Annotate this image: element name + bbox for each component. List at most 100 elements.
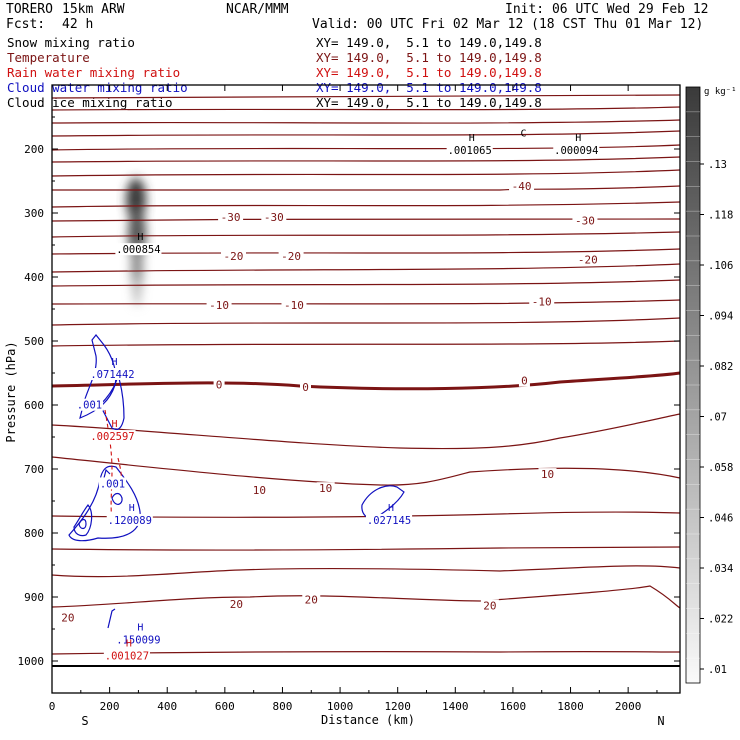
temperature-label: 20 <box>230 598 243 611</box>
extremum-mark: H <box>575 133 581 144</box>
organization: NCAR/MMM <box>226 2 289 17</box>
x-axis: 0 200 400 600 800 1000 1200 1400 1600 1800 2000 <box>49 85 658 713</box>
colorbar-label: .01 <box>708 664 727 676</box>
forecast-label: Fcst: <box>6 17 46 32</box>
y-tick-label: 500 <box>24 335 44 348</box>
colorbar-label: .118 <box>708 210 733 222</box>
colorbar-label: .13 <box>708 159 727 171</box>
extremum-bg <box>553 144 600 156</box>
temperature-label: 10 <box>253 484 266 497</box>
extremum-mark: H <box>388 503 394 514</box>
extremum-bg <box>103 649 150 662</box>
temperature-label: -30 <box>264 211 284 224</box>
extremum-bg <box>446 144 493 156</box>
temp-label-bg <box>281 299 307 312</box>
temperature-label: 20 <box>61 611 74 624</box>
extremum-bg <box>98 477 127 490</box>
extremum-mark: H <box>111 419 117 430</box>
field-xy-rain: XY= 149.0, 5.1 to 149.0,149.8 <box>316 65 542 80</box>
valid-time: Valid: 00 UTC Fri 02 Mar 12 (18 CST Thu … <box>312 17 704 32</box>
model-name: TORERO <box>6 2 53 17</box>
temp-label-bg <box>206 299 232 312</box>
x-tick-label: 2000 <box>615 700 642 713</box>
temp-label-bg <box>509 180 535 193</box>
temperature-contours <box>51 94 681 655</box>
temp-label-bg <box>538 468 557 481</box>
colorbar-label: .094 <box>708 311 733 323</box>
colorbar-label: .034 <box>708 563 733 575</box>
colorbar-label: .106 <box>708 260 733 272</box>
field-name-cloud-water: Cloud water mixing ratio <box>7 80 188 95</box>
temp-label-bg <box>261 210 287 223</box>
temp-label-bg <box>518 374 530 387</box>
y-tick-label: 1000 <box>18 655 45 668</box>
forecast-hour: 42 h <box>62 17 94 32</box>
extremum-bg <box>115 243 162 256</box>
extremum-value: .001 <box>100 478 125 490</box>
x-tick-label: 1400 <box>442 700 469 713</box>
plot-frame <box>51 84 681 694</box>
field-name-snow: Snow mixing ratio <box>7 35 135 50</box>
y-tick-label: 200 <box>24 143 44 156</box>
temperature-label: -30 <box>221 211 241 224</box>
y-tick-label: 700 <box>24 463 44 476</box>
temp-label-bg <box>278 249 304 262</box>
temp-label-bg <box>220 249 246 262</box>
temp-label-bg <box>218 210 244 223</box>
y-tick-label: 300 <box>24 207 44 220</box>
field-xy-temperature: XY= 149.0, 5.1 to 149.0,149.8 <box>316 50 542 65</box>
extremum-mark: H <box>126 639 132 650</box>
temperature-label: 10 <box>319 482 332 495</box>
extremum-bg <box>115 633 162 646</box>
x-tick-label: 1800 <box>557 700 584 713</box>
field-name-temperature: Temperature <box>7 50 90 65</box>
x-axis-title: Distance (km) <box>321 713 415 727</box>
x-tick-label: 600 <box>215 700 235 713</box>
temperature-label: -10 <box>209 299 229 312</box>
extremum-bg <box>75 398 104 411</box>
colorbar-label: .022 <box>708 614 733 626</box>
x-tick-label: 1000 <box>327 700 354 713</box>
model-resolution: 15km ARW <box>62 2 125 17</box>
temperature-label: 20 <box>305 594 318 607</box>
temperature-label: -30 <box>575 215 595 228</box>
field-xy-cloud-water: XY= 149.0, 5.1 to 149.0,149.8 <box>316 80 542 95</box>
extremum-bg <box>106 513 153 526</box>
extremum-value: .120089 <box>108 515 152 527</box>
extremum-value: .001 <box>77 400 102 412</box>
extremum-bg <box>89 368 136 380</box>
extremum-value: .001065 <box>448 145 492 157</box>
north-label: N <box>657 714 664 728</box>
extremum-mark: H <box>137 232 143 243</box>
temp-label-bg <box>213 378 225 391</box>
extremum-mark: H <box>129 503 135 514</box>
temp-label-bg <box>529 295 555 308</box>
colorbar-label: .082 <box>708 361 733 373</box>
colorbar-label: .046 <box>708 513 733 525</box>
field-xy-snow: XY= 149.0, 5.1 to 149.0,149.8 <box>316 35 542 50</box>
temp-label-bg <box>480 599 499 612</box>
y-tick-label: 400 <box>24 271 44 284</box>
temp-label-bg <box>250 484 269 497</box>
extremum-mark: H <box>469 133 475 144</box>
x-tick-label: 0 <box>49 700 56 713</box>
temperature-label: 0 <box>521 375 528 388</box>
temperature-label: -20 <box>578 254 598 267</box>
colorbar-label: .07 <box>708 412 727 424</box>
extremum-value: .001027 <box>105 651 149 663</box>
temperature-label: -20 <box>281 250 301 263</box>
field-name-cloud-ice: Cloud ice mixing ratio <box>7 95 173 110</box>
extremum-mark: H <box>111 357 117 368</box>
temp-label-bg <box>227 598 246 611</box>
y-tick-label: 600 <box>24 399 44 412</box>
extremum-value: .150099 <box>116 635 160 647</box>
init-time: Init: 06 UTC Wed 29 Feb 12 <box>505 2 709 17</box>
temperature-labels: -40 -30 -30 -30 -20 -20 -20 -10 -10 -10 0 0 0 10 10 10 2… <box>58 180 601 624</box>
temp-label-bg <box>300 381 312 394</box>
field-name-rain: Rain water mixing ratio <box>7 65 181 80</box>
colorbar-unit: g kg⁻¹ <box>704 87 737 97</box>
temperature-label: -20 <box>224 250 244 263</box>
